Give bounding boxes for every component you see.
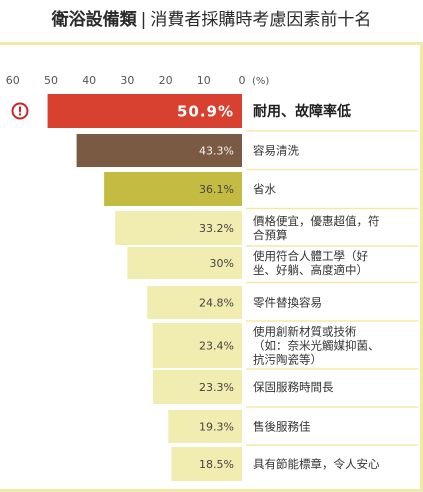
bar [171, 447, 242, 481]
category-label-line: 坐、好躺、高度適中） [253, 263, 368, 277]
top-rule [0, 42, 423, 45]
bar-value-label: 33.2% [199, 222, 234, 235]
axis-tick-label: 0 [239, 74, 246, 87]
title-separator: | [140, 10, 147, 30]
right-rule [420, 42, 423, 492]
category-label-line: 合預算 [253, 228, 288, 242]
category-label-line: 價格便宜，優惠超值，符 [253, 214, 380, 228]
category-label-line: （如：奈米光觸媒抑菌、 [253, 339, 380, 353]
category-label-line: 容易清洗 [253, 144, 299, 158]
bar [76, 134, 243, 167]
category-label-line: 售後服務佳 [253, 420, 311, 434]
category-label-line: 保固服務時間長 [253, 380, 334, 394]
category-label: 保固服務時間長 [253, 380, 334, 394]
category-label: 容易清洗 [253, 144, 299, 158]
category-label: 使用符合人體工學（好坐、好躺、高度適中） [253, 249, 368, 277]
category-label-line: 使用符合人體工學（好 [253, 249, 368, 263]
bar [168, 410, 242, 443]
category-label: 售後服務佳 [253, 420, 311, 434]
category-label: 耐用、故障率低 [253, 103, 351, 120]
bar [47, 94, 243, 128]
axis-tick-label: 10 [197, 74, 211, 87]
category-label: 零件替換容易 [253, 296, 322, 310]
bar [115, 211, 242, 245]
chart-subtitle: 消費者採購時考慮因素前十名 [150, 10, 372, 30]
bottom-rule [0, 489, 423, 492]
bar-value-label: 36.1% [199, 183, 234, 196]
chart-title: 衛浴設備類 [51, 10, 137, 30]
category-label-line: 耐用、故障率低 [253, 103, 351, 120]
bar-value-label: 23.3% [199, 381, 234, 394]
category-label: 具有節能標章，令人安心 [253, 457, 380, 471]
category-label-line: 抗污陶瓷等） [253, 353, 322, 367]
bar-value-label: 50.9% [177, 103, 234, 121]
bar-value-label: 19.3% [199, 421, 234, 434]
category-label: 省水 [253, 182, 276, 196]
axis-tick-label: 20 [159, 74, 173, 87]
category-label-line: 省水 [253, 182, 276, 196]
bar [152, 370, 242, 404]
bar [147, 286, 242, 319]
bar-value-label: 43.3% [199, 145, 234, 158]
bar-value-label: 30% [210, 257, 234, 270]
category-label-line: 零件替換容易 [253, 296, 322, 310]
category-label: 價格便宜，優惠超值，符合預算 [253, 214, 380, 242]
bar [104, 172, 243, 206]
bar-value-label: 23.4% [199, 340, 234, 353]
axis-tick-label: 50 [44, 74, 58, 87]
category-label-line: 具有節能標章，令人安心 [253, 457, 380, 471]
axis-unit-label: (%) [252, 76, 269, 87]
chart-title-bar: 衛浴設備類 | 消費者採購時考慮因素前十名 [0, 0, 423, 42]
bar [152, 323, 242, 368]
axis-tick-label: 60 [6, 74, 20, 87]
category-label: 使用創新材質或技術（如：奈米光觸媒抑菌、抗污陶瓷等） [253, 325, 380, 367]
bar-value-label: 18.5% [199, 458, 234, 471]
category-label-line: 使用創新材質或技術 [253, 325, 357, 339]
exclamation-circle-icon [11, 102, 29, 120]
bar-value-label: 24.8% [199, 297, 234, 310]
axis-tick-label: 30 [120, 74, 134, 87]
axis-tick-label: 40 [82, 74, 96, 87]
bar [127, 247, 242, 279]
exclamation-mark: ! [17, 105, 22, 119]
